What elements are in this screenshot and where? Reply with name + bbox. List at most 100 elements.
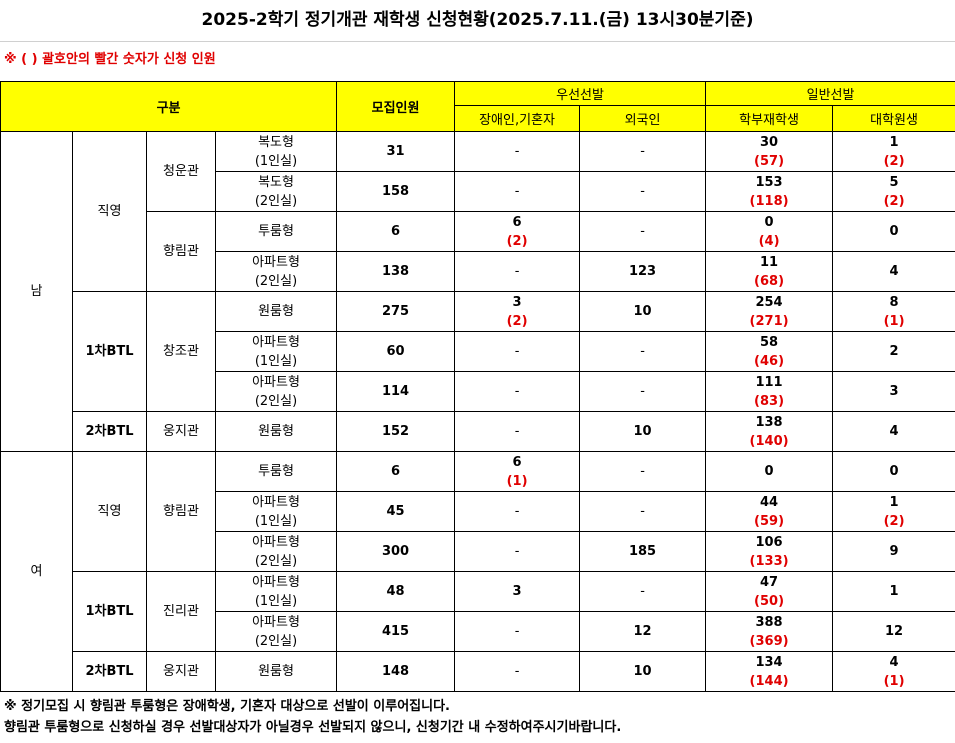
- graduate-quota-value: 9: [889, 544, 899, 559]
- undergrad-quota-value: 111: [755, 374, 783, 390]
- foreigner-cell: -: [579, 571, 707, 612]
- room-type-label: (2인실): [254, 393, 298, 409]
- disabled-married-cell: -: [454, 171, 581, 212]
- room-type-label: 아파트형: [252, 574, 300, 590]
- undergrad-quota-value: 30: [760, 134, 779, 150]
- header-general-selection: 일반선발: [705, 81, 955, 106]
- room-type-label: 아파트형: [252, 254, 300, 270]
- disabled-married-cell: 6 (2): [454, 211, 581, 252]
- graduate-cell: 2: [832, 331, 955, 372]
- disabled-quota-value: -: [514, 544, 520, 559]
- room-type-cell: 아파트형 (2인실): [214, 531, 338, 572]
- capacity-value: 158: [381, 184, 410, 199]
- room-type-label: 투룸형: [258, 464, 294, 479]
- room-type-cell: 복도형 (2인실): [214, 171, 338, 212]
- disabled-married-cell: -: [454, 371, 581, 412]
- room-type-label: 아파트형: [252, 334, 300, 350]
- capacity-cell: 415: [336, 611, 456, 652]
- header-undergrad: 학부재학생: [705, 105, 834, 132]
- foreigner-quota-value: 10: [633, 664, 652, 679]
- capacity-cell: 48: [336, 571, 456, 612]
- capacity-cell: 138: [336, 251, 456, 292]
- hall-name: 향림관: [163, 504, 199, 519]
- hall-name: 진리관: [163, 604, 199, 619]
- foreigner-quota-value: -: [640, 184, 645, 199]
- room-type-cell: 원룸형: [214, 411, 338, 452]
- foreigner-quota-value: -: [640, 144, 645, 159]
- undergrad-cell: 44 (59): [705, 491, 834, 532]
- hall-name: 웅지관: [163, 424, 199, 439]
- header-disabled-married: 장애인,기혼자: [454, 105, 581, 132]
- table-row: 남 직영 청운관 복도형 (1인실) 31- -30 (57) 1 (2): [0, 131, 955, 452]
- graduate-applicants-value: (2): [883, 153, 905, 169]
- room-type-label: (1인실): [254, 513, 298, 529]
- operation-type-cell: 직영: [72, 131, 147, 292]
- disabled-quota-value: -: [514, 264, 520, 279]
- disabled-married-cell: 3 (2): [454, 291, 581, 332]
- table-row: 아파트형 (2인실) 415 - 12 388 (369) 12: [1, 611, 955, 652]
- undergrad-cell: 30 (57): [705, 131, 834, 172]
- capacity-value: 6: [391, 224, 401, 239]
- undergrad-cell: 47 (50): [705, 571, 834, 612]
- table-row: 향림관 투룸형 6 6 (2) -0 (4) 0: [1, 211, 955, 292]
- capacity-cell: 6: [336, 451, 456, 492]
- disabled-quota-value: 6: [512, 454, 522, 470]
- capacity-cell: 275: [336, 291, 456, 332]
- disabled-married-cell: -: [454, 331, 581, 372]
- graduate-quota-value: 4: [889, 654, 899, 670]
- room-type-label: (1인실): [254, 153, 298, 169]
- graduate-quota-value: 1: [889, 134, 899, 150]
- graduate-quota-value: 0: [889, 224, 899, 239]
- table-row: 여 직영 향림관 투룸형 6 6 (1) -0 0: [0, 451, 955, 692]
- foreigner-quota-value: 185: [628, 544, 657, 559]
- hall-cell: 향림관: [146, 211, 216, 292]
- disabled-married-cell: -: [454, 611, 581, 652]
- disabled-married-cell: 3: [454, 571, 581, 612]
- disabled-applicants-value: (2): [506, 313, 528, 329]
- graduate-cell: 9: [832, 531, 955, 572]
- foreigner-cell: 12: [579, 611, 707, 652]
- table-row: 아파트형 (2인실) 300 - 185 106 (133) 9: [1, 531, 955, 572]
- disabled-married-cell: -: [454, 411, 581, 452]
- room-type-label: (2인실): [254, 193, 298, 209]
- room-type-cell: 아파트형 (2인실): [214, 251, 338, 292]
- undergrad-applicants-value: (4): [758, 233, 780, 249]
- disabled-married-cell: -: [454, 531, 581, 572]
- capacity-value: 152: [381, 424, 410, 439]
- undergrad-quota-value: 388: [755, 614, 783, 630]
- operation-type-label: 직영: [97, 504, 122, 519]
- operation-type-cell: 2차BTL: [72, 411, 147, 452]
- table-row: 1차BTL 창조관 원룸형 275 3 (2) 10 254 (271) 8 (1): [1, 291, 955, 412]
- hall-cell: 청운관: [146, 131, 216, 212]
- room-type-cell: 투룸형: [214, 211, 338, 252]
- undergrad-cell: 111 (83): [705, 371, 834, 412]
- operation-type-label: 직영: [97, 204, 122, 219]
- table-row: 2차BTL 웅지관 원룸형 148-10 134 (144) 4 (1): [1, 651, 955, 692]
- operation-type-label: 1차BTL: [85, 344, 134, 359]
- graduate-cell: 12: [832, 611, 955, 652]
- undergrad-cell: 58 (46): [705, 331, 834, 372]
- room-type-cell: 아파트형 (2인실): [214, 371, 338, 412]
- graduate-cell: 0: [832, 451, 955, 492]
- disabled-quota-value: -: [514, 144, 520, 159]
- disabled-married-cell: -: [454, 251, 581, 292]
- table-row: 아파트형 (1인실) 60 - - 58 (46) 2: [1, 331, 955, 372]
- header-division: 구분: [0, 81, 338, 132]
- undergrad-applicants-value: (369): [749, 633, 789, 649]
- capacity-value: 60: [386, 344, 405, 359]
- undergrad-cell: 11 (68): [705, 251, 834, 292]
- disabled-quota-value: -: [514, 184, 520, 199]
- foreigner-cell: 10: [579, 411, 707, 452]
- applicant-note: ※ ( ) 괄호안의 빨간 숫자가 신청 인원: [4, 52, 216, 67]
- footnote-line: ※ 정기모집 시 향림관 투룸형은 장애학생, 기혼자 대상으로 선발이 이루어…: [4, 699, 450, 714]
- room-type-label: 복도형: [258, 134, 294, 150]
- foreigner-cell: -: [579, 371, 707, 412]
- disabled-quota-value: 6: [512, 214, 522, 230]
- undergrad-applicants-value: (144): [749, 673, 789, 689]
- gender-label: 남: [30, 284, 43, 299]
- foreigner-cell: -: [579, 211, 707, 252]
- room-type-label: (2인실): [254, 553, 298, 569]
- foreigner-quota-value: 10: [633, 424, 652, 439]
- room-type-label: 아파트형: [252, 374, 300, 390]
- room-type-label: 아파트형: [252, 534, 300, 550]
